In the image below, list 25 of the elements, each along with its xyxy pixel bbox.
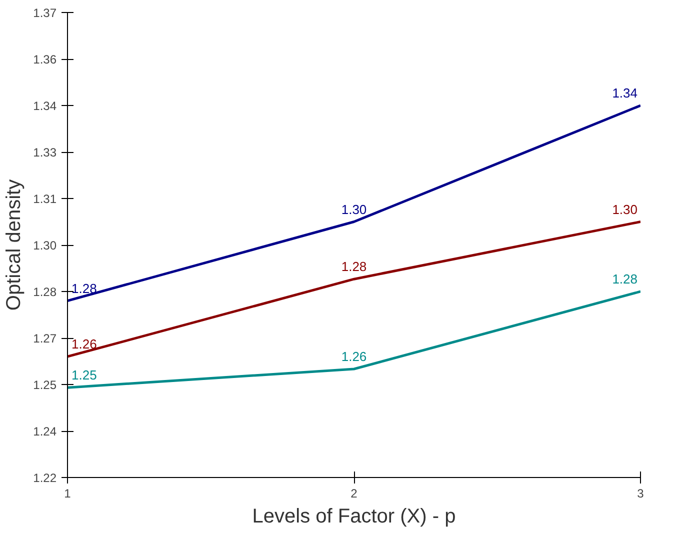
data-label: 1.26 [341, 349, 367, 364]
y-tick-label: 1.30 [33, 238, 57, 252]
y-tick-label: 1.24 [33, 424, 57, 438]
y-tick-label: 1.37 [33, 6, 57, 20]
x-tick-label: 1 [64, 486, 72, 500]
data-label: 1.26 [72, 336, 97, 352]
x-tick-label: 2 [350, 486, 358, 500]
y-tick-label: 1.34 [33, 99, 57, 113]
y-axis-title: Optical density [3, 179, 26, 311]
data-label: 1.34 [612, 86, 638, 100]
y-tick-label: 1.27 [33, 332, 57, 346]
x-tick-label: 3 [637, 486, 644, 500]
y-tick-label: 1.28 [33, 285, 57, 299]
x-axis-title: Levels of Factor (X) - p [252, 506, 456, 528]
data-label: 1.30 [341, 202, 367, 217]
data-label: 1.25 [72, 368, 97, 383]
data-label: 1.28 [341, 259, 367, 274]
y-tick-label: 1.33 [33, 146, 57, 160]
y-tick-label: 1.25 [33, 378, 57, 392]
data-label: 1.28 [72, 280, 97, 296]
data-label: 1.30 [612, 202, 638, 217]
data-label: 1.28 [612, 272, 638, 286]
y-tick-label: 1.36 [33, 52, 57, 66]
y-tick-label: 1.31 [33, 192, 57, 206]
y-tick-label: 1.22 [33, 471, 57, 485]
